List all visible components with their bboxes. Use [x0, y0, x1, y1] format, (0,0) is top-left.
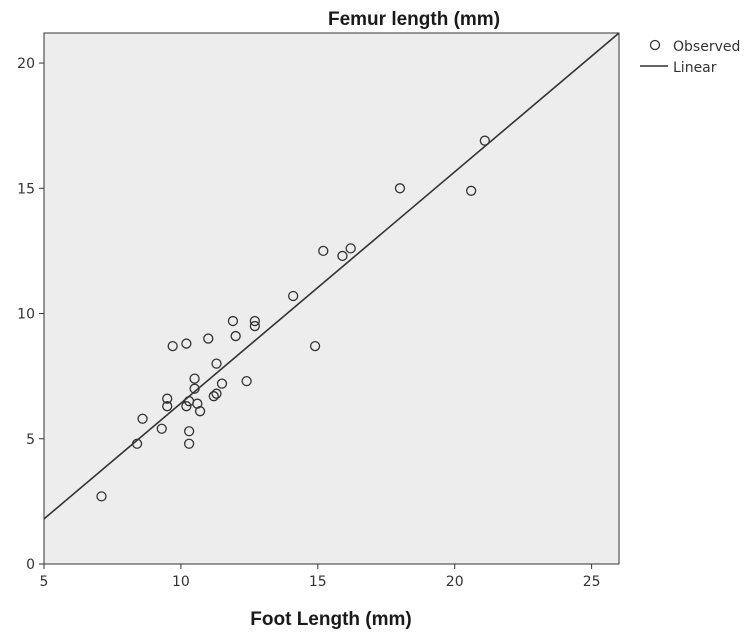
observed-point	[192, 398, 203, 409]
y-tick-label: 10	[17, 307, 35, 323]
observed-point	[241, 376, 252, 387]
observed-point	[208, 391, 219, 402]
x-tick-label: 5	[40, 574, 49, 590]
observed-point	[479, 135, 490, 146]
x-tick-label: 15	[309, 574, 327, 590]
observed-point	[203, 333, 214, 344]
observed-point	[156, 423, 167, 434]
observed-point	[211, 358, 222, 369]
y-tick-label: 5	[26, 432, 35, 448]
y-tick-label: 15	[17, 181, 35, 197]
observed-point	[167, 340, 178, 352]
observed-point	[162, 401, 173, 412]
observed-point	[309, 340, 321, 352]
observed-point	[181, 401, 192, 412]
linear-fit-line	[43, 32, 620, 520]
observed-point	[194, 406, 206, 417]
observed-point	[318, 245, 329, 257]
observed-point	[189, 383, 200, 394]
observed-point	[183, 426, 195, 437]
observed-point	[137, 413, 148, 424]
y-tick-label: 20	[17, 56, 35, 72]
chart-title: Femur length (mm)	[328, 9, 500, 30]
x-tick-label: 10	[172, 574, 190, 590]
observed-point	[249, 320, 260, 332]
x-axis-label: Foot Length (mm)	[250, 609, 411, 630]
observed-point	[96, 491, 107, 502]
observed-point	[131, 438, 143, 449]
x-tick-label: 20	[446, 574, 464, 590]
observed-point	[337, 250, 348, 262]
x-tick-label: 25	[583, 574, 601, 590]
observed-point	[216, 378, 228, 389]
fit-line-group	[43, 32, 620, 520]
points-group	[96, 135, 490, 502]
legend-observed-marker	[649, 39, 661, 51]
observed-point	[183, 438, 195, 449]
observed-point	[345, 243, 356, 254]
observed-point	[162, 393, 173, 404]
legend-linear-label: Linear	[673, 60, 717, 76]
observed-point	[230, 330, 241, 342]
observed-point	[394, 183, 406, 194]
observed-point	[465, 185, 477, 196]
observed-point	[189, 373, 200, 384]
legend: Observed Linear	[640, 39, 740, 76]
observed-point	[288, 290, 299, 302]
observed-point	[211, 388, 222, 399]
observed-point	[227, 315, 239, 327]
observed-point	[249, 315, 260, 327]
plot-area	[43, 32, 620, 565]
observed-point	[181, 338, 192, 349]
y-tick-label: 0	[26, 557, 35, 573]
legend-observed-label: Observed	[673, 39, 740, 55]
